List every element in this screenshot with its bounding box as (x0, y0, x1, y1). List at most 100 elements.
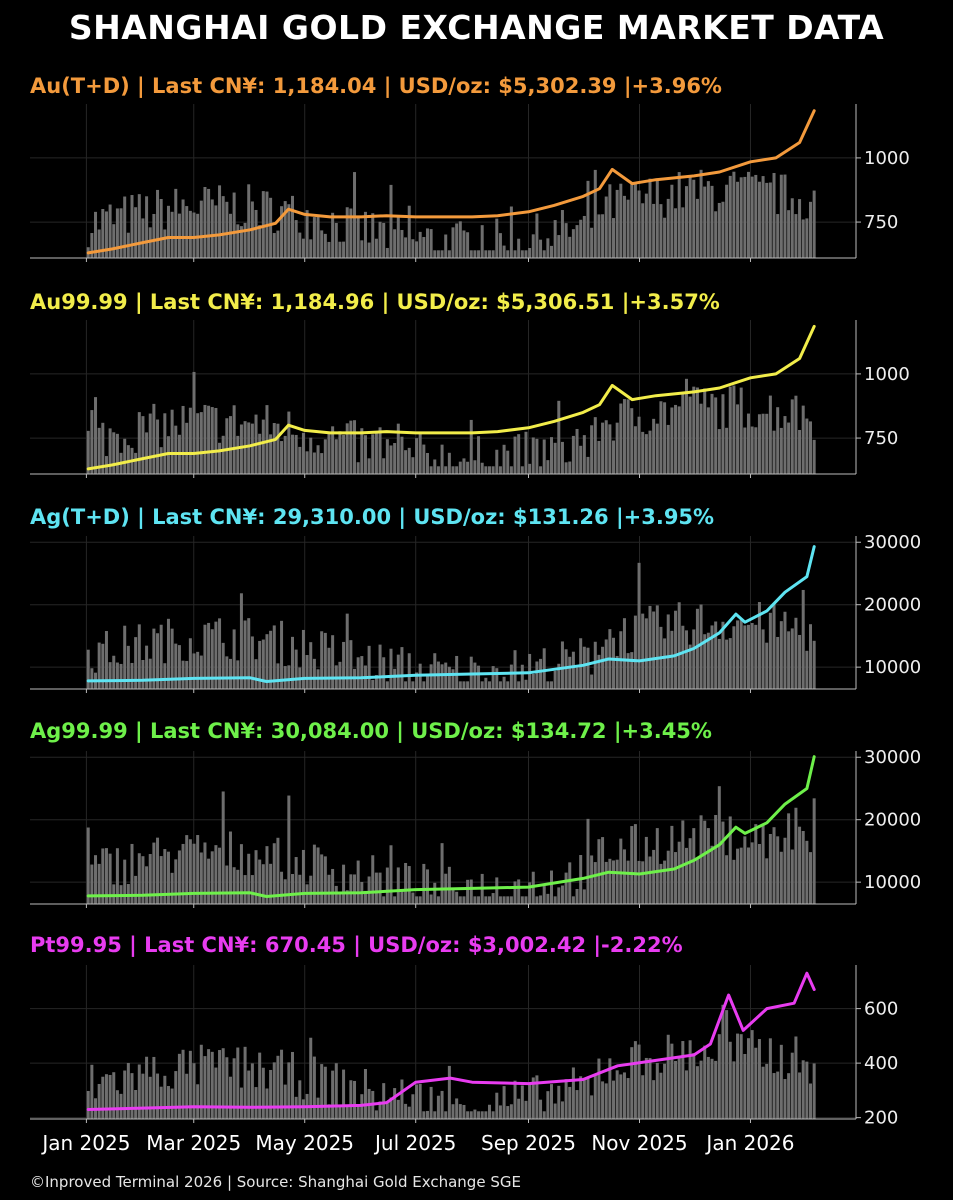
volume-bar (108, 662, 112, 689)
volume-bar (382, 222, 386, 258)
volume-bar (363, 211, 367, 258)
volume-bar (757, 414, 761, 474)
volume-bar (794, 214, 798, 258)
volume-bar (86, 827, 90, 904)
volume-bar (626, 860, 630, 904)
volume-bar (663, 860, 667, 904)
volume-bar (166, 205, 170, 258)
volume-bar (276, 837, 280, 904)
volume-bar (345, 613, 349, 689)
volume-bar (425, 1110, 429, 1119)
volume-bar (301, 629, 305, 689)
volume-bar (159, 198, 163, 258)
volume-bar (378, 1101, 382, 1119)
y-tick-label: 20000 (864, 595, 921, 616)
volume-bar (692, 386, 696, 474)
volume-bar (743, 427, 747, 474)
volume-bar (641, 431, 645, 474)
volume-bar (768, 612, 772, 689)
volume-bar (809, 1083, 813, 1119)
volume-bar (688, 644, 692, 689)
volume-bar (495, 218, 499, 258)
volume-bar (447, 866, 451, 904)
volume-bar (152, 403, 156, 474)
volume-bar (396, 1099, 400, 1119)
volume-bar (768, 1038, 772, 1119)
volume-bar (148, 1076, 152, 1119)
volume-bar (440, 1090, 444, 1119)
volume-bar (812, 798, 816, 904)
volume-bar (695, 387, 699, 474)
volume-bar (294, 857, 298, 904)
volume-bar (243, 1046, 247, 1119)
volume-bar (393, 229, 397, 258)
volume-bar (670, 825, 674, 904)
volume-bar (754, 427, 758, 474)
volume-bar (280, 441, 284, 474)
volume-bar (272, 423, 276, 474)
volume-bar (181, 660, 185, 689)
volume-bar (736, 181, 740, 258)
volume-bar (794, 1036, 798, 1119)
volume-bar (294, 220, 298, 258)
volume-bar (123, 625, 127, 689)
volume-bar (280, 206, 284, 258)
volume-bar (207, 188, 211, 258)
volume-bar (692, 179, 696, 258)
volume-bar (637, 562, 641, 689)
volume-bar (239, 1087, 243, 1119)
volume-bar (389, 845, 393, 904)
volume-bar (619, 1074, 623, 1119)
volume-bar (550, 1084, 554, 1119)
volume-bar (754, 624, 758, 689)
volume-bar (334, 439, 338, 474)
volume-bar (805, 1061, 809, 1119)
volume-bar (626, 399, 630, 474)
volume-bar (666, 850, 670, 904)
volume-bar (539, 658, 543, 689)
volume-bar (210, 629, 214, 689)
volume-bar (108, 428, 112, 474)
volume-bar (812, 190, 816, 258)
y-tick-label: 30000 (864, 747, 921, 768)
volume-bar (458, 681, 462, 689)
volume-bar (94, 397, 98, 474)
volume-bar (411, 892, 415, 904)
volume-bar (728, 1041, 732, 1119)
volume-bar (236, 1047, 240, 1119)
volume-bar (557, 1085, 561, 1119)
volume-bar (542, 250, 546, 258)
volume-bar (239, 226, 243, 258)
volume-bar (575, 1090, 579, 1119)
volume-bar (754, 174, 758, 258)
volume-bar (301, 238, 305, 258)
volume-bar (524, 679, 528, 689)
volume-bar (349, 1080, 353, 1119)
volume-bar (192, 371, 196, 474)
volume-bar (418, 1083, 422, 1119)
volume-bar (652, 611, 656, 689)
volume-bar (415, 672, 419, 689)
volume-bar (272, 233, 276, 258)
volume-bar (714, 1060, 718, 1119)
volume-bar (750, 623, 754, 689)
volume-bar (732, 626, 736, 689)
volume-bar (101, 848, 105, 904)
volume-bar (477, 896, 481, 904)
volume-bar (196, 651, 200, 689)
volume-bar (480, 225, 484, 258)
volume-bar (134, 452, 138, 474)
volume-bar (130, 1073, 134, 1119)
volume-bar (750, 842, 754, 904)
volume-bar (655, 178, 659, 258)
volume-bar (560, 885, 564, 904)
volume-bar (604, 639, 608, 689)
volume-bar (528, 1082, 532, 1119)
volume-bar (214, 1067, 218, 1119)
volume-bar (309, 437, 313, 474)
volume-bar (779, 1044, 783, 1119)
volume-bar (728, 816, 732, 904)
volume-bar (425, 453, 429, 474)
volume-bar (553, 670, 557, 689)
volume-bar (396, 216, 400, 258)
